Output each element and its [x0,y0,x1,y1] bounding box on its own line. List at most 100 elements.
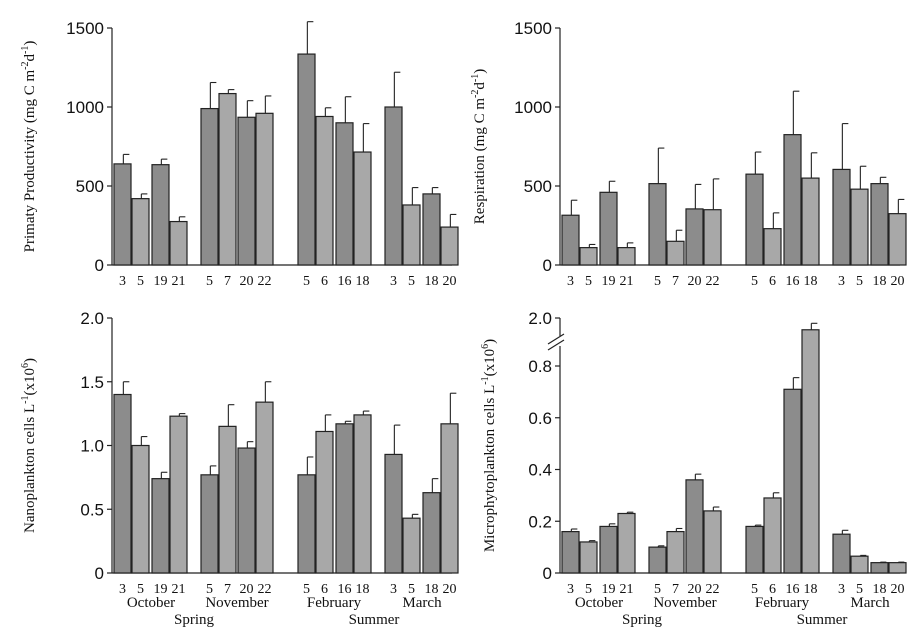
bar [745,173,764,266]
bar [169,415,188,574]
x-tick-label: 5 [137,274,144,289]
bar [666,240,685,266]
x-tick-label: 22 [258,274,272,289]
y-tick-label: 1000 [66,98,104,117]
x-tick-label: 20 [443,582,457,597]
x-tick-label: 7 [224,274,231,289]
axis-break-mark [547,339,565,351]
month-label: March [402,595,442,611]
x-tick-label: 5 [408,274,415,289]
x-tick-label: 7 [672,274,679,289]
x-tick-label: 21 [620,274,634,289]
x-tick-label: 5 [408,582,415,597]
x-tick-label: 20 [240,274,254,289]
month-label: October [575,595,623,611]
x-tick-label: 19 [154,582,168,597]
y-tick-label: 0 [95,564,104,583]
x-tick-label: 3 [567,274,574,289]
bar [783,388,802,574]
bar [113,163,132,266]
x-tick-label: 3 [119,274,126,289]
month-label: March [850,595,890,611]
y-tick-label: 500 [524,177,552,196]
season-label: Summer [797,612,848,628]
season-label: Spring [174,612,215,628]
bar [151,478,170,574]
x-tick-label: 5 [654,274,661,289]
x-tick-label: 5 [751,582,758,597]
y-axis-label: Respiration (mg C m-2d-1) [470,69,488,224]
y-tick-label: 0 [543,256,552,275]
month-label: November [205,595,268,611]
bar [402,204,421,266]
x-tick-label: 5 [856,582,863,597]
axis-break-mark [547,333,565,345]
bar [237,447,256,574]
bar [237,116,256,266]
x-tick-label: 21 [620,582,634,597]
bar [666,530,685,574]
axis-break-gap [552,336,568,346]
x-tick-label: 16 [786,274,800,289]
bar [579,541,598,574]
y-tick-label: 500 [76,177,104,196]
bar [297,53,316,266]
x-tick-label: 5 [856,274,863,289]
x-tick-label: 19 [154,274,168,289]
x-tick-label: 21 [172,274,186,289]
x-tick-label: 3 [838,274,845,289]
y-tick-label: 0 [543,564,552,583]
bar [440,226,459,266]
y-tick-label: 1500 [66,19,104,38]
x-tick-label: 20 [240,582,254,597]
bar [801,177,820,266]
bar [648,546,667,574]
bar [870,183,889,266]
bar [384,453,403,574]
x-tick-label: 16 [338,582,352,597]
bar [801,329,820,574]
bar [255,112,274,266]
bar [335,423,354,574]
bar [218,92,237,266]
x-tick-label: 18 [873,582,887,597]
x-tick-label: 5 [303,274,310,289]
bar [353,151,372,266]
bar [850,188,869,266]
bar [384,106,403,266]
x-tick-label: 22 [258,582,272,597]
x-tick-label: 18 [804,274,818,289]
y-tick-label: 2.0 [80,309,104,328]
x-tick-label: 20 [443,274,457,289]
x-tick-label: 18 [356,274,370,289]
x-tick-label: 3 [567,582,574,597]
bar [440,423,459,574]
bar [218,425,237,574]
panel-nanoplankton: 00.51.01.52.03 5 19 21 5 7 20 22 5 6 16 18 3 5 18 20Oct… [20,309,459,628]
month-label: October [127,595,175,611]
bar [763,228,782,266]
x-tick-label: 7 [224,582,231,597]
x-tick-label: 5 [137,582,144,597]
x-tick-label: 19 [602,582,616,597]
x-tick-label: 5 [585,582,592,597]
bar [131,198,150,266]
x-tick-label: 3 [838,582,845,597]
bar [113,393,132,574]
bar [200,107,219,266]
month-label: February [755,595,810,611]
bar [599,191,618,266]
y-axis-label: Primaty Productivity (mg C m-2d-1) [20,41,38,253]
x-tick-label: 6 [769,582,776,597]
x-tick-label: 5 [206,582,213,597]
bar [335,122,354,266]
bar [685,479,704,574]
bar [315,115,334,266]
x-tick-label: 3 [390,274,397,289]
x-tick-label: 18 [356,582,370,597]
bar [151,164,170,266]
bar [561,530,580,574]
x-tick-label: 6 [321,582,328,597]
season-label: Summer [349,612,400,628]
